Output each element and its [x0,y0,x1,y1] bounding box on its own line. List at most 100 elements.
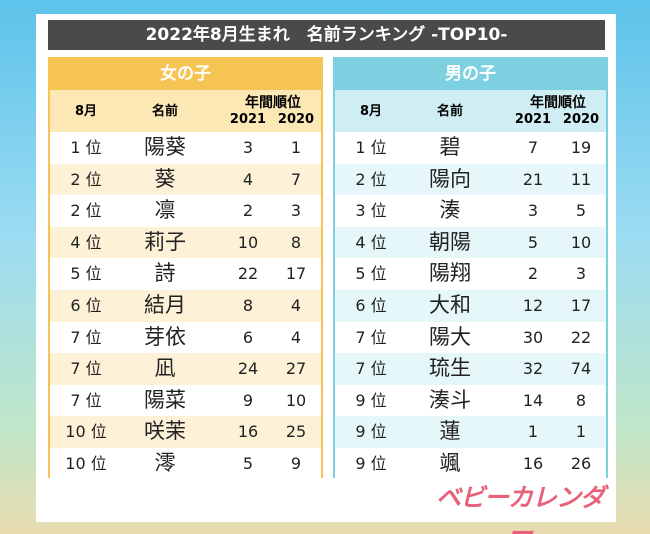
rank-2021: 8 [242,296,254,315]
name: 陽葵 [144,135,186,159]
table-row: 10 位 澪 5 9 [50,448,321,480]
rank-2020: 4 [290,296,302,315]
column-label: 8月 [74,104,98,119]
table-row: 5 位 詩 22 17 [50,258,321,290]
name: 陽翔 [429,261,471,286]
table-header: 女の子 [50,59,321,90]
table-row: 4 位 莉子 10 8 [50,226,321,259]
table-row: 5 位 陽翔 2 3 [335,258,606,290]
logo: ベビーカレンダー [435,483,605,534]
rank-2021: 3 [242,138,254,157]
name: 陽向 [429,166,471,191]
column-label: 名前 [436,104,463,119]
rank: 2 位 [70,169,102,189]
rank-2020: 10 [285,390,307,410]
rank: 5 位 [355,264,387,284]
column-label: 2020 [562,112,600,127]
rank-2020: 4 [290,327,302,347]
name: 湊 [439,198,461,223]
table-row: 2 位 葵 4 7 [50,163,321,196]
rank-2020: 5 [575,201,587,221]
name: 凪 [154,356,176,381]
name: 陽菜 [144,387,186,412]
rank-2020: 1 [575,422,587,442]
rank: 3 位 [355,201,387,221]
rank-2021: 5 [242,454,254,473]
rank: 2 位 [70,201,102,221]
column-label: 8月 [359,104,383,119]
table-row: 9 位 颯 16 26 [335,448,606,480]
rank-2021: 21 [522,169,544,189]
name: 湊斗 [429,387,471,412]
name: 咲茉 [144,419,186,444]
rank-2021: 5 [527,232,539,252]
rank-2020: 9 [290,454,302,473]
rank-2021: 4 [242,169,254,189]
rank: 7 位 [70,390,102,410]
column-label: 2020 [277,112,315,127]
name: 結月 [144,293,186,317]
rank: 4 位 [355,232,387,252]
name: 陽大 [429,324,471,349]
rank-2020: 8 [290,232,302,252]
rank: 5 位 [70,264,102,284]
table-row: 4 位 朝陽 5 10 [335,226,606,259]
name: 芽依 [144,324,186,349]
rank-2020: 19 [570,138,592,157]
rank-2021: 7 [527,138,539,157]
table-row: 10 位 咲茉 16 25 [50,416,321,448]
name: 詩 [154,261,176,286]
table-row: 9 位 湊斗 14 8 [335,384,606,417]
column-header: 8月 名前 年間順位 2021 2020 [335,90,606,132]
name: 凛 [154,198,176,223]
name: 颯 [439,451,461,475]
table-row: 3 位 湊 3 5 [335,195,606,227]
rank: 7 位 [70,359,102,379]
rank: 1 位 [355,138,387,157]
rank-2020: 17 [570,296,592,315]
rank-2021: 16 [522,454,544,473]
rank-2021: 2 [242,201,254,221]
rank-2021: 2 [527,264,539,284]
rank-2021: 24 [237,359,259,379]
column-label: 年間順位 [245,95,301,111]
name: 葵 [154,166,176,191]
rank: 10 位 [65,454,107,473]
column-label: 年間順位 [530,95,586,111]
table-row: 7 位 芽依 6 4 [50,321,321,354]
rank: 6 位 [355,296,387,315]
rank-2020: 8 [575,390,587,410]
rank-2020: 3 [575,264,587,284]
rank: 7 位 [70,327,102,347]
rank-2021: 14 [522,390,544,410]
rank: 4 位 [70,232,102,252]
table-header: 男の子 [335,59,606,90]
rank: 9 位 [355,454,387,473]
rank-2021: 9 [242,390,254,410]
rank-2020: 11 [570,169,592,189]
name: 莉子 [144,229,186,254]
name: 朝陽 [429,229,471,254]
name: 碧 [439,135,461,159]
rank-2020: 17 [285,264,307,284]
rank-2021: 1 [527,422,539,442]
rank-2020: 10 [570,232,592,252]
rank-2020: 7 [290,169,302,189]
rank-2021: 30 [522,327,544,347]
name: 澪 [154,451,176,475]
rank-2021: 3 [527,201,539,221]
rank-2020: 74 [570,359,592,379]
table-row: 1 位 碧 7 19 [335,132,606,164]
rank-2021: 12 [522,296,544,315]
rank: 10 位 [65,422,107,442]
table-row: 7 位 陽菜 9 10 [50,384,321,417]
table-row: 6 位 大和 12 17 [335,290,606,322]
rank-2021: 22 [237,264,259,284]
rank: 1 位 [70,138,102,157]
table-row: 2 位 凛 2 3 [50,195,321,227]
table-row: 1 位 陽葵 3 1 [50,132,321,164]
title: 2022年8月生まれ 名前ランキング -TOP10- [48,20,605,50]
rank-2021: 6 [242,327,254,347]
column-label: 名前 [151,104,178,119]
